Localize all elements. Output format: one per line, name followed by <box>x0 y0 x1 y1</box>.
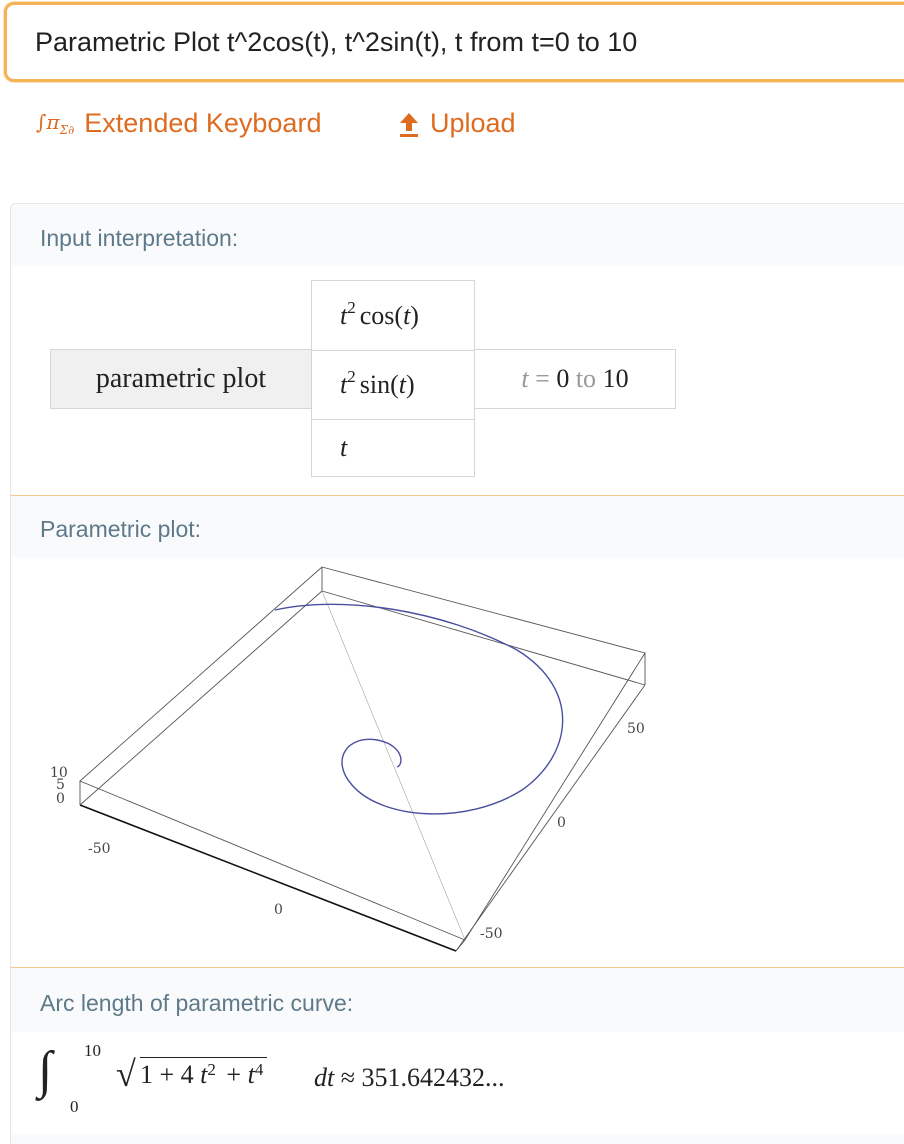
search-input[interactable] <box>35 27 895 58</box>
upload-link[interactable]: Upload <box>398 108 516 139</box>
differential: dt <box>314 1063 335 1092</box>
radicand-exp2: 2 <box>207 1060 216 1079</box>
range-var: t <box>521 364 529 393</box>
pod-body-arc-length <box>12 1032 904 1134</box>
y-tick-50: 50 <box>627 721 645 737</box>
expr-fn-sin: sin( <box>359 370 399 399</box>
expr-exp: 2 <box>347 367 356 386</box>
expr-var: t <box>340 370 348 399</box>
range-from: 0 <box>556 364 570 393</box>
z-tick-0: 0 <box>56 791 65 807</box>
expression-z-cell: t <box>311 419 475 477</box>
sqrt-sign: √ <box>116 1054 136 1094</box>
expr-exp: 2 <box>347 297 356 317</box>
radicand: 1 + 4 t2 + t4 <box>140 1057 268 1090</box>
integral-tail: dt ≈ 351.642432... <box>314 1063 505 1093</box>
expr-var: t <box>340 300 348 330</box>
y-tick-0: 0 <box>557 815 566 831</box>
x-tick-0: 0 <box>274 902 283 918</box>
arc-length-value: 351.642432... <box>361 1063 505 1092</box>
pod-body-parametric-plot <box>12 558 904 968</box>
expr-arg: t <box>403 300 411 330</box>
expr-arg: t <box>398 370 406 399</box>
expr-var: t <box>340 433 348 462</box>
radicand-plus: + <box>226 1060 242 1089</box>
expression-y-cell: t 2 sin(t) <box>311 350 475 420</box>
search-bar[interactable] <box>4 2 904 82</box>
integral-lower-limit: 0 <box>70 1097 79 1116</box>
radicand-var: t <box>200 1060 208 1089</box>
pod-separator <box>11 967 904 968</box>
range-to: 10 <box>602 364 629 393</box>
expr-close: ) <box>410 300 419 330</box>
range-cell: t = 0 to 10 <box>474 349 676 409</box>
y-tick-neg50: -50 <box>480 926 503 942</box>
interpretation-label-cell: parametric plot <box>50 349 312 409</box>
integral-upper-limit: 10 <box>84 1041 101 1060</box>
expr-close: ) <box>405 370 415 399</box>
pod-title-arc-length: Arc length of parametric curve: <box>40 990 354 1016</box>
extended-keyboard-link[interactable]: ∫πΣ∂ Extended Keyboard <box>36 108 321 139</box>
integral-sign: ∫ <box>38 1042 53 1099</box>
axis-tick-labels: 10 5 0 -50 0 50 0 -50 <box>50 721 645 942</box>
parametric-curve <box>274 603 564 815</box>
z-tick-10: 10 <box>50 765 68 781</box>
extended-keyboard-icon: ∫πΣ∂ <box>36 110 75 137</box>
pod-separator <box>11 495 904 496</box>
upload-label: Upload <box>430 108 516 138</box>
approx-sign: ≈ <box>340 1063 356 1092</box>
range-to-word: to <box>575 364 597 393</box>
expression-x-cell: t 2 cos(t) <box>311 280 475 351</box>
pod-title-input-interpretation: Input interpretation: <box>40 225 239 251</box>
bounding-box <box>79 566 646 952</box>
radicand-exp4: 4 <box>254 1060 264 1079</box>
parametric-plot-3d: 10 5 0 -50 0 50 0 -50 <box>50 566 646 952</box>
interpretation-label: parametric plot <box>95 363 267 394</box>
upload-arrow-icon <box>400 112 418 137</box>
extended-keyboard-label: Extended Keyboard <box>84 108 322 138</box>
range-eq: = <box>535 364 550 393</box>
radicand-var: t <box>247 1060 255 1089</box>
pod-title-parametric-plot: Parametric plot: <box>40 516 202 542</box>
expr-fn-cos: cos( <box>359 300 404 330</box>
radicand-part-a: 1 + 4 <box>140 1060 194 1089</box>
x-tick-neg50: -50 <box>88 841 111 857</box>
z-tick-5: 5 <box>56 777 65 793</box>
